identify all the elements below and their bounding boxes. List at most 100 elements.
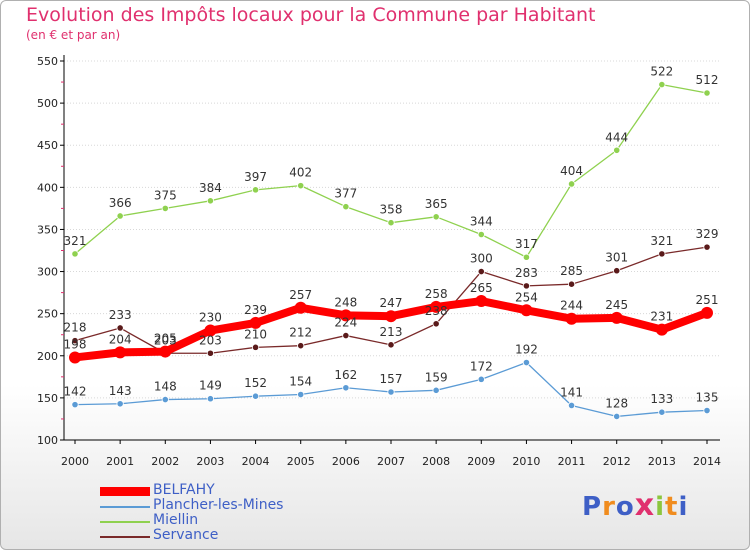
data-point <box>387 219 395 227</box>
x-tick-label: 2013 <box>648 455 676 468</box>
data-point <box>432 213 440 221</box>
data-point <box>477 230 485 239</box>
x-tick-label: 2005 <box>287 455 315 468</box>
legend-item: Plancher-les-Mines <box>100 497 400 514</box>
data-point <box>701 306 713 319</box>
data-point <box>342 331 350 340</box>
data-label: 317 <box>515 237 538 251</box>
legend-item: Miellin <box>100 512 400 529</box>
data-point <box>567 401 576 410</box>
x-tick-label: 2009 <box>467 455 495 468</box>
data-point <box>342 384 350 392</box>
data-label: 213 <box>380 325 403 339</box>
data-point <box>520 304 533 317</box>
data-label: 321 <box>64 234 87 248</box>
data-label: 247 <box>380 296 403 310</box>
y-tick-label: 350 <box>37 223 58 236</box>
data-label: 375 <box>154 188 177 202</box>
data-point <box>204 324 217 337</box>
data-label: 212 <box>289 326 312 340</box>
data-label: 258 <box>425 287 448 301</box>
data-point <box>613 412 621 421</box>
data-label: 149 <box>199 379 222 393</box>
data-label: 157 <box>380 372 403 386</box>
data-point <box>567 280 576 288</box>
data-point <box>297 182 305 190</box>
data-point <box>71 337 79 345</box>
data-point <box>251 186 260 194</box>
data-label: 444 <box>605 130 628 144</box>
data-label: 135 <box>696 391 719 405</box>
data-label: 344 <box>470 214 493 228</box>
data-label: 358 <box>380 203 403 217</box>
data-point <box>297 390 305 399</box>
data-point <box>161 204 169 212</box>
data-point <box>206 395 215 403</box>
data-point <box>613 146 621 154</box>
data-point <box>430 300 443 313</box>
x-tick-label: 2002 <box>151 455 179 468</box>
data-label: 198 <box>64 337 87 351</box>
legend-item: Servance <box>100 527 400 544</box>
data-point <box>522 282 531 290</box>
data-label: 238 <box>425 304 448 318</box>
data-label: 148 <box>154 380 177 394</box>
data-label: 377 <box>334 187 357 201</box>
series-line-miellin <box>74 83 708 258</box>
legend-item: BELFAHY <box>100 482 400 499</box>
data-label: 251 <box>696 293 719 307</box>
data-label: 402 <box>289 166 312 180</box>
data-point <box>703 406 711 415</box>
y-tick-label: 450 <box>37 139 58 152</box>
x-tick-label: 2014 <box>693 455 721 468</box>
data-point <box>159 345 172 358</box>
data-point <box>610 311 623 324</box>
legend-label: Servance <box>153 527 219 543</box>
data-point <box>522 358 531 367</box>
y-tick-label: 200 <box>37 350 58 363</box>
data-point <box>567 180 576 188</box>
data-label: 133 <box>650 392 673 406</box>
data-label: 321 <box>650 234 673 248</box>
data-point <box>613 267 621 275</box>
data-point <box>658 408 666 416</box>
data-label: 248 <box>334 295 357 309</box>
data-label: 141 <box>560 385 583 399</box>
data-point <box>339 309 352 322</box>
data-label: 142 <box>64 385 87 399</box>
legend-swatch <box>100 487 150 496</box>
data-point <box>522 253 531 261</box>
data-point <box>71 250 79 258</box>
data-point <box>114 346 127 359</box>
legend: BELFAHY Plancher-les-Mines Miellin Servance <box>100 482 400 544</box>
data-point <box>475 295 488 308</box>
data-point <box>116 400 124 408</box>
y-tick-label: 550 <box>37 55 58 68</box>
data-point <box>206 349 215 357</box>
proxiti-logo: Proxiti <box>582 488 689 523</box>
data-point <box>477 375 485 383</box>
data-label: 257 <box>289 288 312 302</box>
chart-title: Evolution des Impôts locaux pour la Comm… <box>26 4 596 26</box>
data-point <box>387 388 395 396</box>
chart-subtitle: (en € et par an) <box>26 28 121 42</box>
data-point <box>342 203 350 211</box>
data-point <box>249 316 262 329</box>
data-label: 365 <box>425 197 448 211</box>
data-point <box>432 386 440 394</box>
x-tick-label: 2001 <box>106 455 134 468</box>
data-point <box>251 343 260 351</box>
data-point <box>297 342 305 350</box>
x-tick-label: 2011 <box>558 455 586 468</box>
data-point <box>206 197 215 205</box>
data-point <box>655 323 668 336</box>
data-label: 218 <box>64 321 87 335</box>
data-label: 285 <box>560 264 583 278</box>
data-label: 143 <box>109 384 132 398</box>
data-label: 244 <box>560 299 583 313</box>
x-tick-label: 2007 <box>377 455 405 468</box>
legend-label: Miellin <box>153 512 199 528</box>
data-point <box>477 267 485 276</box>
data-label: 265 <box>470 281 493 295</box>
data-label: 162 <box>334 368 357 382</box>
